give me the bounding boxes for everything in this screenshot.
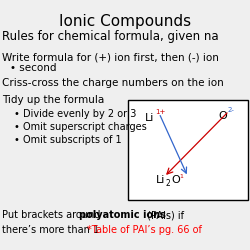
Text: Write formula for (+) ion first, then (-) ion: Write formula for (+) ion first, then (-…	[2, 52, 219, 62]
Text: 1: 1	[179, 174, 183, 178]
Text: Ionic Compounds: Ionic Compounds	[59, 14, 191, 29]
Text: • Divide evenly by 2 or 3: • Divide evenly by 2 or 3	[14, 109, 136, 119]
Text: Put brackets around: Put brackets around	[2, 210, 104, 220]
Text: O: O	[171, 175, 180, 185]
Text: Criss-cross the charge numbers on the ion: Criss-cross the charge numbers on the io…	[2, 78, 224, 88]
Text: • Omit subscripts of 1: • Omit subscripts of 1	[14, 135, 122, 145]
Text: Rules for chemical formula, given na: Rules for chemical formula, given na	[2, 30, 218, 43]
Text: Li: Li	[156, 175, 166, 185]
Text: Li: Li	[145, 113, 155, 123]
Text: O: O	[218, 111, 228, 121]
Text: • Omit superscript charges: • Omit superscript charges	[14, 122, 147, 132]
Text: (PAIs) if: (PAIs) if	[144, 210, 184, 220]
Text: polyatomic ions: polyatomic ions	[79, 210, 166, 220]
Text: 1+: 1+	[155, 109, 165, 115]
Bar	[128, 100, 248, 200]
Text: 2-: 2-	[228, 107, 234, 113]
Text: *Table of PAI’s pg. 66 of: *Table of PAI’s pg. 66 of	[87, 225, 202, 235]
Text: • second: • second	[10, 63, 56, 73]
Text: there’s more than 1: there’s more than 1	[2, 225, 99, 235]
Text: Tidy up the formula: Tidy up the formula	[2, 95, 104, 105]
Text: 2: 2	[166, 178, 171, 188]
